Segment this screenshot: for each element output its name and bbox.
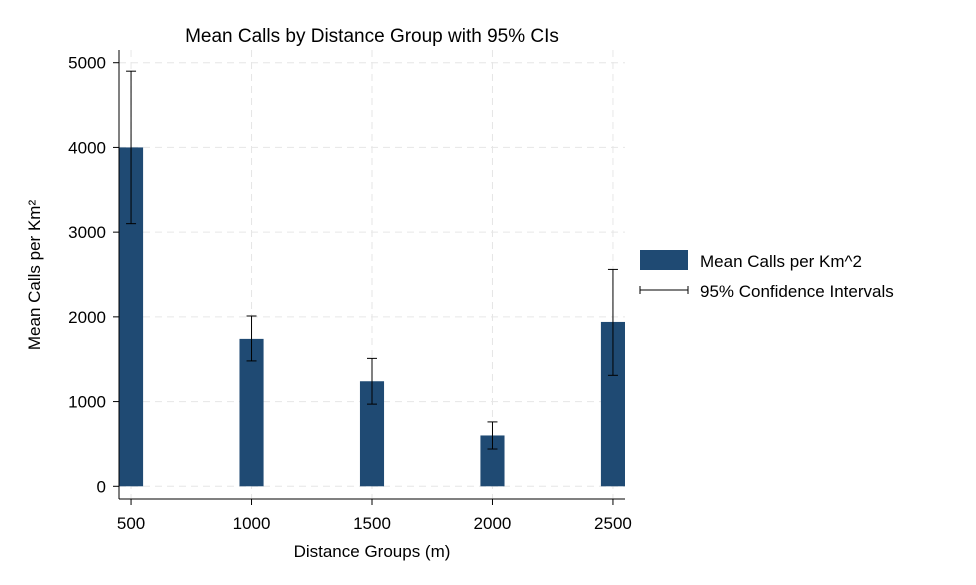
bar-1000 [239,338,264,487]
y-tick-label: 3000 [68,223,106,242]
axes: 0 1000 2000 3000 4000 5000 500 1000 1500 2000 2500 [68,50,632,533]
y-tick-label: 0 [97,477,106,496]
y-tick-label: 5000 [68,54,106,73]
y-tick-label: 4000 [68,138,106,157]
bars [119,147,625,487]
y-tick-label: 1000 [68,393,106,412]
y-tick-label: 2000 [68,308,106,327]
x-tick-label: 1000 [233,514,271,533]
x-axis-label: Distance Groups (m) [294,542,451,561]
x-tick-label: 2500 [594,514,632,533]
legend-label-mean: Mean Calls per Km^2 [700,252,862,271]
legend-swatch-bar [640,250,688,270]
y-axis-label: Mean Calls per Km² [25,200,44,351]
legend: Mean Calls per Km^2 95% Confidence Inter… [639,250,894,301]
legend-label-ci: 95% Confidence Intervals [700,282,894,301]
x-tick-label: 1500 [353,514,391,533]
x-tick-label: 2000 [474,514,512,533]
error-bars [126,70,618,450]
x-tick-label: 500 [117,514,145,533]
chart-title: Mean Calls by Distance Group with 95% CI… [185,26,559,47]
